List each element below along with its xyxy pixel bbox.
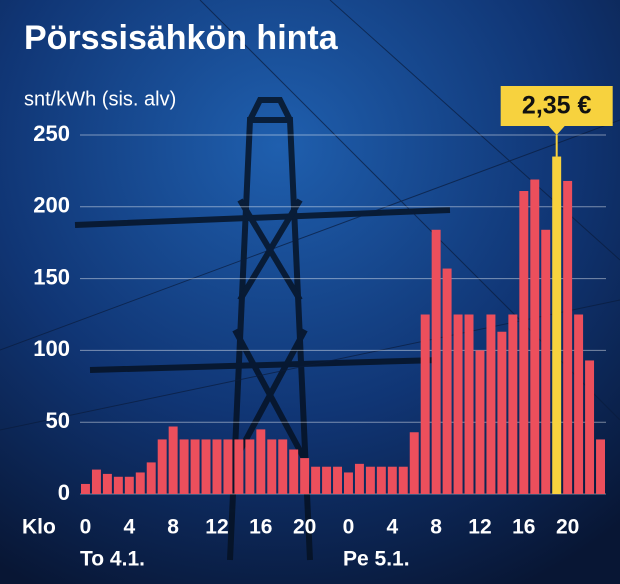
x-group-label: Pe 5.1. bbox=[343, 548, 410, 571]
pylon-silhouette bbox=[74, 97, 451, 561]
bar bbox=[464, 314, 474, 494]
x-tick-label: 12 bbox=[468, 516, 491, 539]
bar bbox=[453, 314, 463, 494]
x-tick-label: 16 bbox=[512, 516, 535, 539]
bar bbox=[354, 463, 364, 494]
bar bbox=[442, 268, 452, 494]
bar bbox=[387, 466, 397, 494]
x-tick-label: 20 bbox=[556, 516, 579, 539]
bar bbox=[256, 429, 266, 494]
bar bbox=[135, 472, 145, 494]
bar bbox=[552, 156, 562, 495]
bar bbox=[475, 350, 485, 494]
x-tick-label: 0 bbox=[343, 516, 355, 539]
bar bbox=[574, 314, 584, 494]
x-axis-label: Klo bbox=[22, 516, 56, 539]
bar bbox=[91, 469, 101, 494]
bar bbox=[102, 473, 112, 494]
bar bbox=[344, 472, 353, 494]
bar bbox=[376, 466, 386, 494]
bar bbox=[190, 439, 200, 494]
bar bbox=[596, 439, 605, 494]
bar bbox=[431, 229, 441, 494]
bar bbox=[311, 466, 321, 494]
bar bbox=[245, 439, 255, 494]
chart-title: Pörssisähkön hinta bbox=[24, 19, 339, 57]
bar bbox=[333, 466, 342, 494]
bar bbox=[300, 458, 310, 494]
x-group-label: To 4.1. bbox=[80, 548, 145, 571]
bar bbox=[146, 462, 156, 494]
x-tick-label: 4 bbox=[123, 516, 135, 539]
x-tick-label: 8 bbox=[430, 516, 442, 539]
bar bbox=[124, 476, 134, 494]
x-tick-label: 12 bbox=[205, 516, 228, 539]
bar bbox=[519, 191, 529, 494]
x-tick-label: 0 bbox=[80, 516, 92, 539]
y-tick-label: 250 bbox=[33, 121, 70, 146]
y-tick-label: 200 bbox=[33, 193, 70, 218]
bar bbox=[201, 439, 211, 494]
bar bbox=[365, 466, 375, 494]
bar bbox=[278, 439, 288, 494]
bar bbox=[212, 439, 222, 494]
bar bbox=[234, 439, 244, 494]
y-tick-label: 150 bbox=[33, 264, 70, 289]
bar bbox=[497, 331, 507, 494]
bar bbox=[168, 426, 178, 494]
y-tick-label: 100 bbox=[33, 336, 70, 361]
bar bbox=[157, 439, 167, 494]
x-tick-label: 4 bbox=[386, 516, 398, 539]
bar bbox=[398, 466, 408, 494]
bar bbox=[81, 483, 90, 494]
x-tick-label: 20 bbox=[293, 516, 316, 539]
bar bbox=[508, 314, 518, 494]
x-tick-label: 16 bbox=[249, 516, 272, 539]
bar bbox=[289, 449, 299, 494]
bar bbox=[179, 439, 189, 494]
annotation-box bbox=[500, 86, 613, 135]
bar bbox=[322, 466, 332, 494]
bar bbox=[113, 476, 123, 494]
bar bbox=[223, 439, 233, 494]
bar bbox=[585, 360, 595, 494]
bar bbox=[563, 180, 573, 494]
bar bbox=[409, 432, 419, 494]
bar bbox=[530, 179, 540, 495]
y-tick-label: 0 bbox=[58, 480, 70, 505]
x-tick-label: 8 bbox=[167, 516, 179, 539]
y-axis-label: snt/kWh (sis. alv) bbox=[24, 88, 176, 110]
y-tick-label: 50 bbox=[46, 408, 70, 433]
value-label: 2,35 € bbox=[522, 92, 592, 120]
bar bbox=[541, 229, 551, 494]
bar bbox=[267, 439, 277, 494]
bar bbox=[486, 314, 496, 494]
bar bbox=[420, 314, 430, 494]
